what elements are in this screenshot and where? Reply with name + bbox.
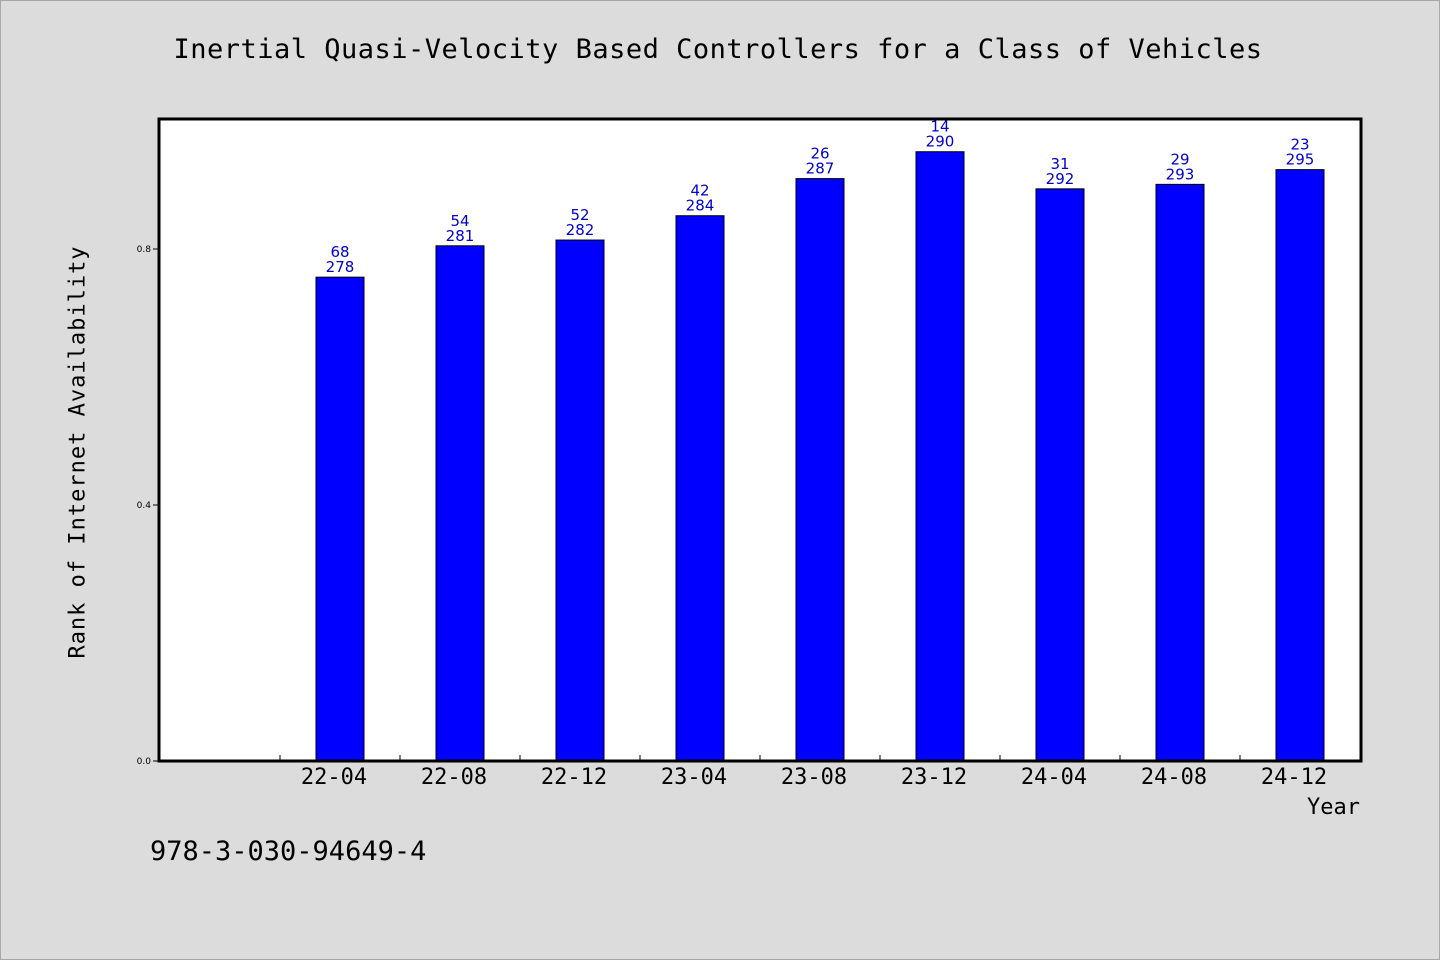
- chart-title: Inertial Quasi-Velocity Based Controller…: [173, 34, 1263, 65]
- x-tick-label: 22-12: [541, 765, 607, 790]
- isbn-label: 978-3-030-94649-4: [150, 836, 427, 867]
- bar: [1035, 188, 1085, 762]
- bar-label-value: 292: [1046, 170, 1075, 188]
- x-axis-label: Year: [1307, 795, 1360, 820]
- bar-label-value: 295: [1286, 151, 1315, 169]
- bar-label-value: 287: [806, 160, 835, 178]
- x-tick-label: 22-08: [421, 765, 487, 790]
- x-tick-label: 23-08: [781, 765, 847, 790]
- y-tick-label: 0.8: [137, 245, 152, 255]
- x-tick-label: 23-12: [901, 765, 967, 790]
- bar: [915, 151, 965, 762]
- bar-label-rank: 23: [1290, 136, 1309, 154]
- bar-label-value: 281: [446, 227, 475, 245]
- bar-label-value: 290: [926, 133, 955, 151]
- y-tick-label: 0.4: [137, 501, 152, 511]
- bar-label-value: 293: [1166, 165, 1195, 183]
- bar: [315, 276, 365, 762]
- bar-label-rank: 54: [450, 212, 469, 230]
- y-tick-label: 0.0: [137, 757, 152, 767]
- bar: [795, 178, 845, 762]
- bar-label-value: 284: [686, 197, 715, 215]
- x-tick-label: 23-04: [661, 765, 727, 790]
- bar-label-value: 278: [326, 258, 355, 276]
- bar-label-rank: 29: [1170, 150, 1189, 168]
- bar-label-rank: 14: [930, 118, 949, 136]
- bars-layer: [159, 119, 1361, 762]
- bar-label-value: 282: [566, 221, 595, 239]
- bar: [1275, 169, 1325, 762]
- x-tick-label: 24-08: [1141, 765, 1207, 790]
- axes-layer: 22-04 22-08 22-12 23-04 23-08 23-12 24-04 24-08…: [137, 117, 1363, 790]
- bar: [675, 215, 725, 762]
- x-tick-label: 24-12: [1261, 765, 1327, 790]
- bar-label-rank: 68: [330, 243, 349, 261]
- bar: [1155, 183, 1205, 762]
- bar-label-rank: 52: [570, 206, 589, 224]
- bar-label-rank: 31: [1050, 155, 1069, 173]
- x-tick-label: 24-04: [1021, 765, 1087, 790]
- bar-label-rank: 42: [690, 182, 709, 200]
- x-tick-label: 22-04: [301, 765, 367, 790]
- bar: [435, 245, 485, 762]
- bar-label-rank: 26: [810, 145, 829, 163]
- bar: [555, 239, 605, 762]
- plot-border: [157, 117, 1363, 763]
